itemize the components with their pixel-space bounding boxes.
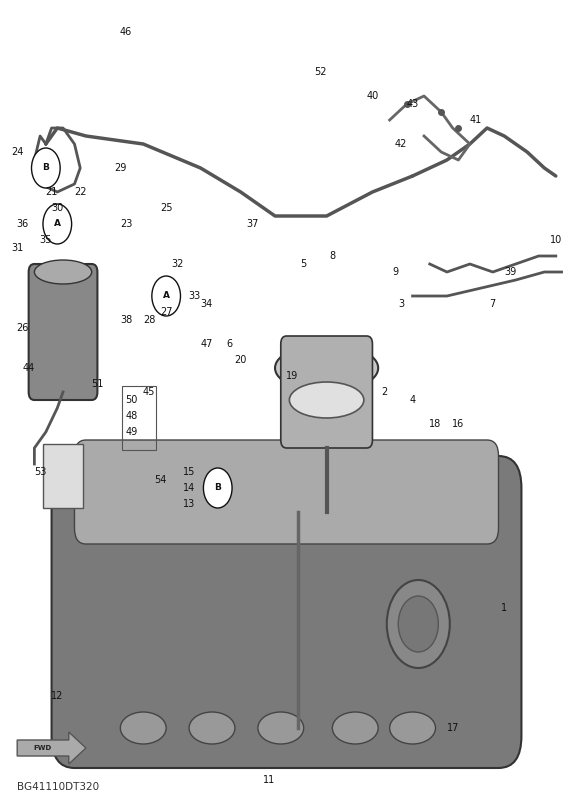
Text: BG41110DT320: BG41110DT320 xyxy=(17,782,99,792)
Text: 41: 41 xyxy=(469,115,482,125)
Text: 29: 29 xyxy=(114,163,127,173)
Text: 3: 3 xyxy=(398,299,404,309)
Text: 51: 51 xyxy=(91,379,104,389)
Text: 22: 22 xyxy=(74,187,87,197)
Ellipse shape xyxy=(189,712,235,744)
Text: 23: 23 xyxy=(120,219,132,229)
Text: 54: 54 xyxy=(154,475,167,485)
Text: 17: 17 xyxy=(446,723,459,733)
Text: 18: 18 xyxy=(429,419,442,429)
Circle shape xyxy=(43,204,72,244)
Text: B: B xyxy=(42,163,49,173)
Text: 15: 15 xyxy=(183,467,195,477)
Polygon shape xyxy=(17,732,86,764)
Text: 9: 9 xyxy=(393,267,398,277)
Text: 4: 4 xyxy=(410,395,415,405)
Text: 6: 6 xyxy=(226,339,232,349)
Text: 32: 32 xyxy=(171,259,184,269)
Text: 28: 28 xyxy=(143,315,155,325)
Text: A: A xyxy=(54,219,61,229)
Text: 26: 26 xyxy=(17,323,29,333)
Text: 53: 53 xyxy=(34,467,46,477)
Text: 10: 10 xyxy=(550,235,562,245)
Text: 30: 30 xyxy=(51,203,64,213)
FancyBboxPatch shape xyxy=(43,444,83,508)
Circle shape xyxy=(398,596,438,652)
Text: 21: 21 xyxy=(45,187,58,197)
Text: 45: 45 xyxy=(143,387,155,397)
Circle shape xyxy=(203,468,232,508)
Text: 38: 38 xyxy=(120,315,132,325)
Text: 25: 25 xyxy=(160,203,172,213)
Circle shape xyxy=(152,276,180,316)
FancyBboxPatch shape xyxy=(29,264,97,400)
Text: 37: 37 xyxy=(246,219,258,229)
Ellipse shape xyxy=(120,712,166,744)
Text: 1: 1 xyxy=(501,603,507,613)
Text: FWD: FWD xyxy=(34,745,52,751)
Ellipse shape xyxy=(332,712,378,744)
Text: 36: 36 xyxy=(17,219,29,229)
Text: 46: 46 xyxy=(120,27,132,37)
Text: 35: 35 xyxy=(40,235,52,245)
Text: 52: 52 xyxy=(315,67,327,77)
Text: 33: 33 xyxy=(189,291,201,301)
Ellipse shape xyxy=(258,712,304,744)
Text: 40: 40 xyxy=(366,91,379,101)
Text: 5: 5 xyxy=(301,259,307,269)
Text: 43: 43 xyxy=(406,99,419,109)
Text: 44: 44 xyxy=(22,363,35,373)
Text: 20: 20 xyxy=(234,355,247,365)
Text: 39: 39 xyxy=(504,267,516,277)
Text: 2: 2 xyxy=(381,387,387,397)
Text: A: A xyxy=(163,291,170,301)
Text: 19: 19 xyxy=(286,371,299,381)
Text: 16: 16 xyxy=(452,419,465,429)
Ellipse shape xyxy=(390,712,435,744)
Text: 42: 42 xyxy=(395,139,407,149)
Text: 12: 12 xyxy=(51,691,64,701)
Text: 31: 31 xyxy=(11,243,23,253)
Text: B: B xyxy=(214,483,221,493)
Text: 14: 14 xyxy=(183,483,195,493)
Text: 48: 48 xyxy=(125,411,138,421)
Text: 24: 24 xyxy=(11,147,23,157)
Circle shape xyxy=(32,148,60,188)
Text: 8: 8 xyxy=(329,251,335,261)
FancyBboxPatch shape xyxy=(52,456,521,768)
Text: 50: 50 xyxy=(125,395,138,405)
Text: 49: 49 xyxy=(125,427,138,437)
Text: 27: 27 xyxy=(160,307,172,317)
Ellipse shape xyxy=(34,260,92,284)
Circle shape xyxy=(387,580,450,668)
Text: 34: 34 xyxy=(200,299,213,309)
Ellipse shape xyxy=(275,344,378,392)
Text: 13: 13 xyxy=(183,499,195,509)
Text: 7: 7 xyxy=(490,299,496,309)
FancyBboxPatch shape xyxy=(281,336,372,448)
Text: 11: 11 xyxy=(263,775,276,785)
Text: 47: 47 xyxy=(200,339,213,349)
FancyBboxPatch shape xyxy=(74,440,499,544)
Ellipse shape xyxy=(289,382,364,418)
